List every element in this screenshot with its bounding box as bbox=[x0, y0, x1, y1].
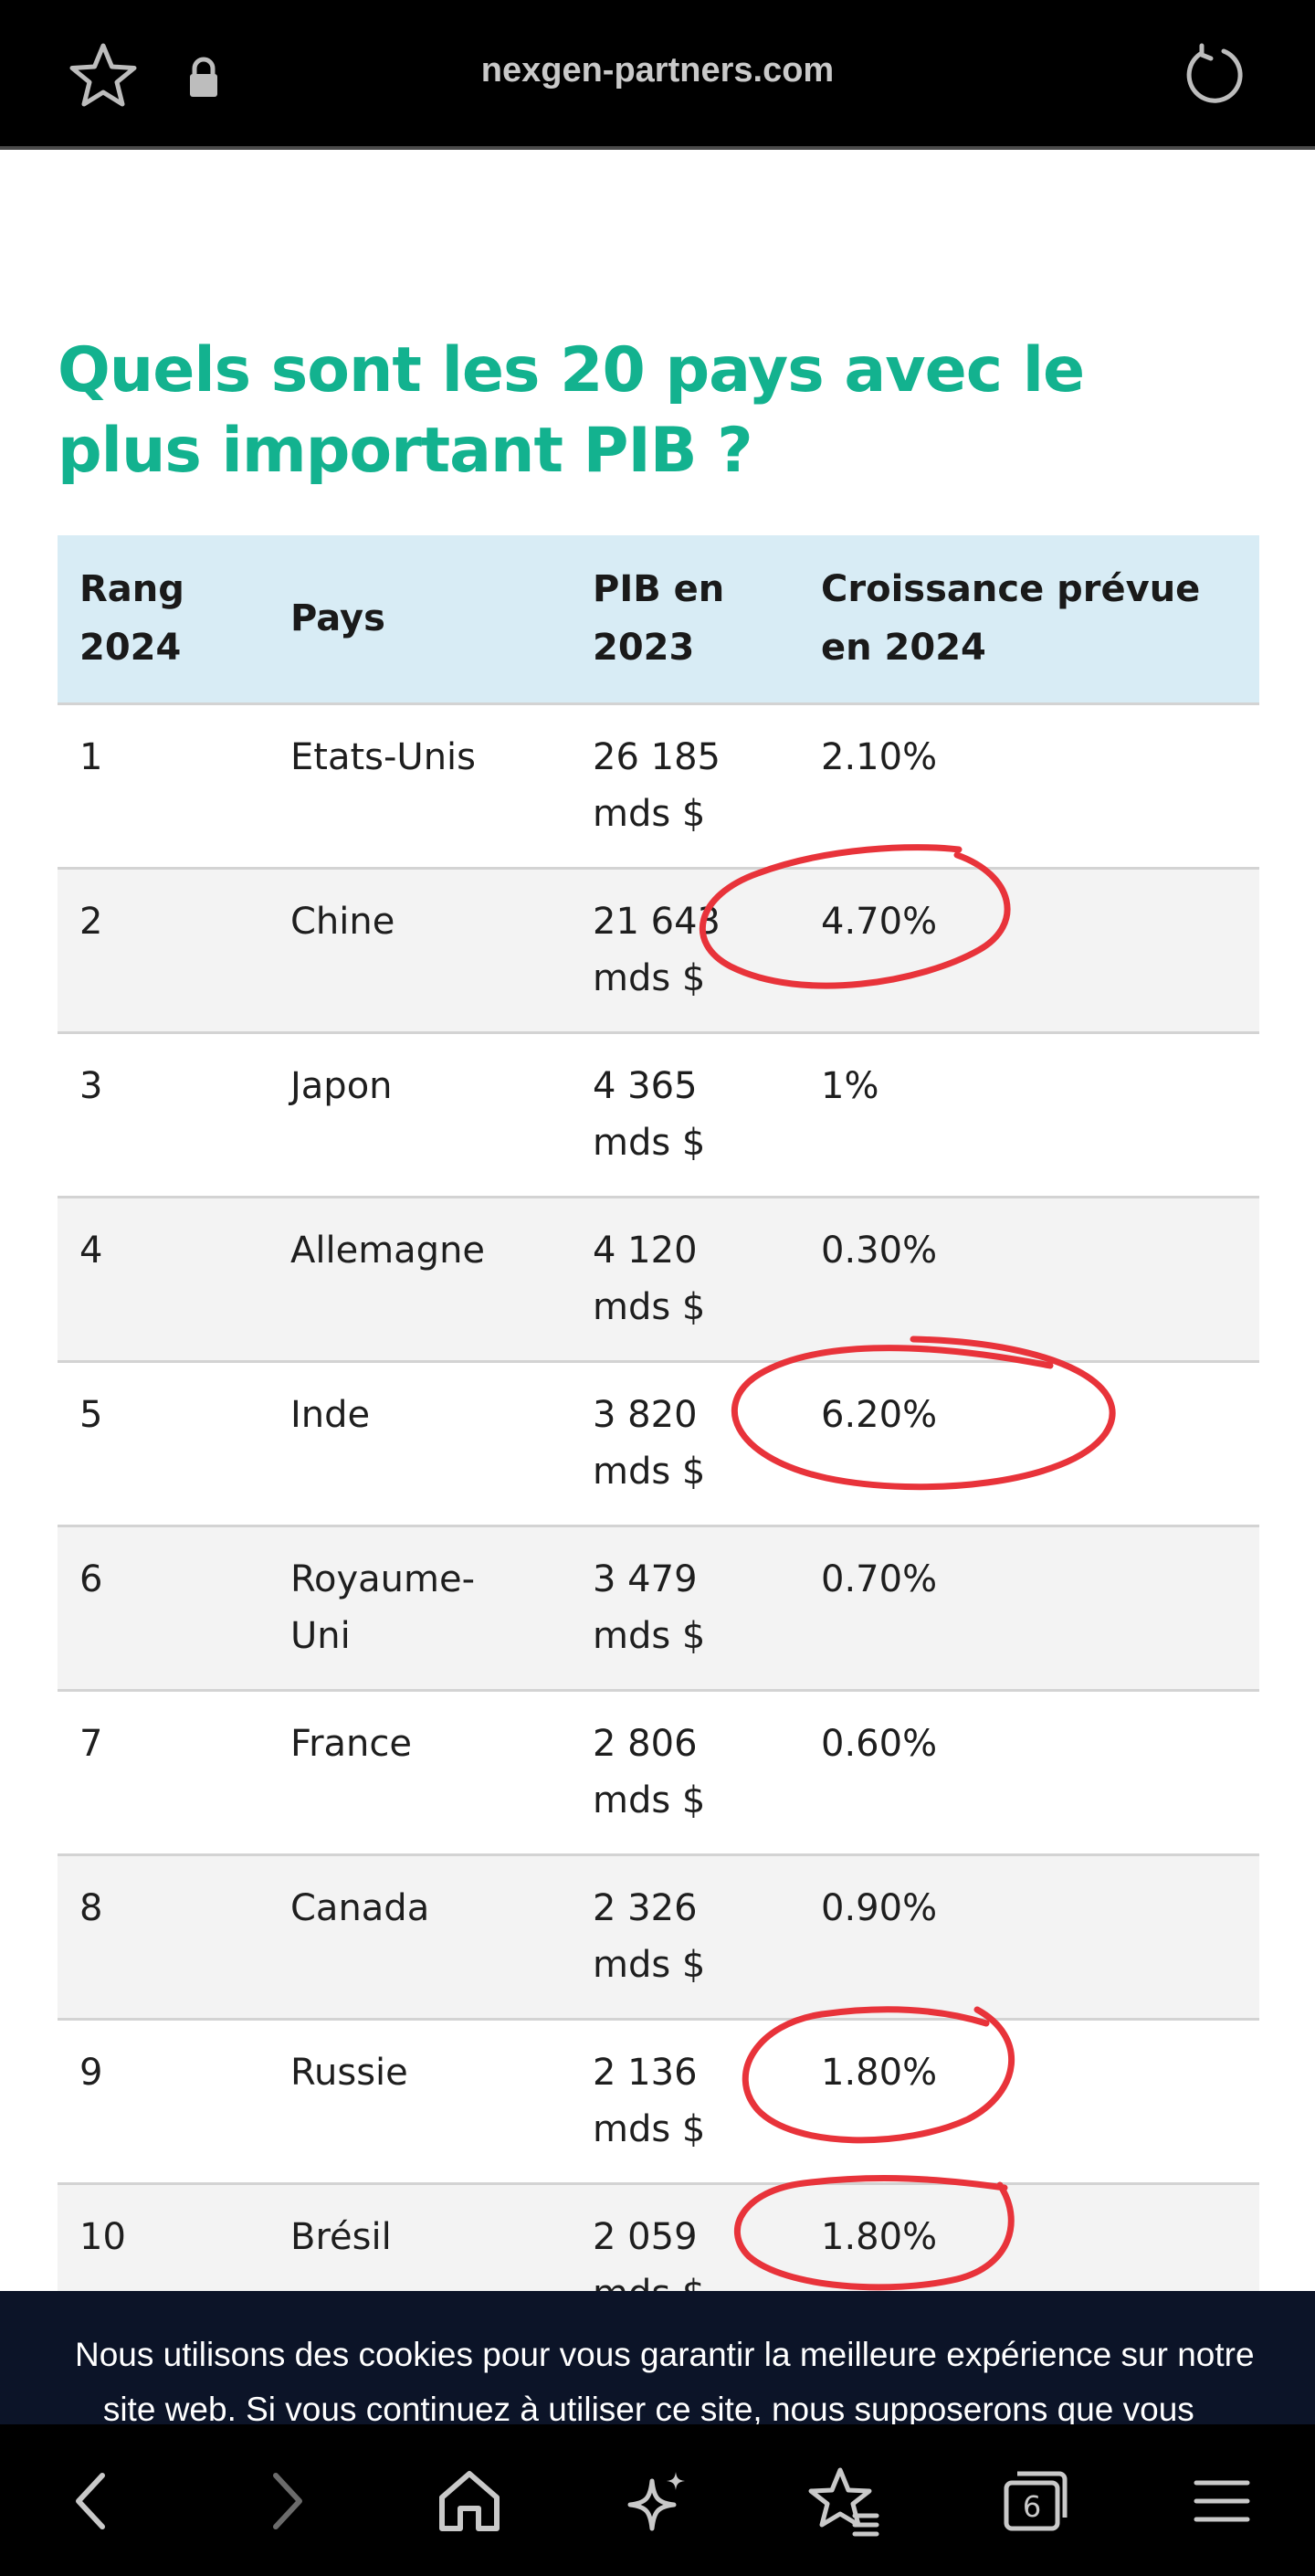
page-content: Quels sont les 20 pays avec le plus impo… bbox=[0, 150, 1315, 2291]
lock-icon bbox=[190, 57, 217, 97]
cell-growth: 0.30% bbox=[799, 1195, 1259, 1361]
back-icon[interactable] bbox=[55, 2463, 132, 2539]
cell-country: Chine bbox=[268, 866, 571, 1032]
table-row: 3 Japon 4 365 mds $1% bbox=[58, 1030, 1259, 1197]
cell-rank: 3 bbox=[58, 1030, 268, 1197]
cell-gdp: 21 643 mds $ bbox=[571, 866, 799, 1032]
table-row: 6 Royaume-Uni 3 479 mds $0.70% bbox=[58, 1524, 1259, 1690]
forward-icon[interactable] bbox=[247, 2463, 323, 2539]
cell-gdp: 3 820 mds $ bbox=[571, 1359, 799, 1526]
tabs-icon bbox=[1004, 2471, 1068, 2531]
cell-rank: 4 bbox=[58, 1195, 268, 1361]
cell-gdp: 2 059 mds $ bbox=[571, 2181, 799, 2291]
cell-country: France bbox=[268, 1688, 571, 1854]
cell-rank: 6 bbox=[58, 1524, 268, 1690]
table-row: 8 Canada 2 326 mds $0.90% bbox=[58, 1853, 1259, 2019]
cell-country: Royaume-Uni bbox=[268, 1524, 571, 1690]
cell-rank: 1 bbox=[58, 702, 268, 868]
table-row: 2 Chine 21 643 mds $4.70% bbox=[58, 866, 1259, 1032]
bookmarks-icon[interactable] bbox=[804, 2463, 880, 2539]
cell-gdp: 4 365 mds $ bbox=[571, 1030, 799, 1197]
cell-country: Japon bbox=[268, 1030, 571, 1197]
cell-growth: 2.10% bbox=[799, 702, 1259, 868]
header-country: Pays bbox=[290, 597, 385, 640]
table-header-row: Rang 2024 Pays PIB en 2023 Croissance pr… bbox=[58, 535, 1259, 703]
cell-rank: 10 bbox=[58, 2181, 268, 2291]
cell-rank: 7 bbox=[58, 1688, 268, 1854]
cell-gdp: 26 185 mds $ bbox=[571, 702, 799, 868]
tab-count: 6 bbox=[1022, 2489, 1042, 2524]
cell-country: Allemagne bbox=[268, 1195, 571, 1361]
header-rank: Rang 2024 bbox=[79, 568, 184, 670]
sparkle-icon[interactable] bbox=[619, 2463, 696, 2539]
cell-gdp: 3 479 mds $ bbox=[571, 1524, 799, 1690]
cell-country: Canada bbox=[268, 1853, 571, 2019]
star-icon[interactable] bbox=[68, 42, 139, 110]
cell-gdp: 2 806 mds $ bbox=[571, 1688, 799, 1854]
table-row: 1 Etats-Unis 26 185 mds $2.10% bbox=[58, 702, 1259, 868]
cell-growth: 0.90% bbox=[799, 1853, 1259, 2019]
cell-growth: 0.60% bbox=[799, 1688, 1259, 1854]
table-row: 5 Inde 3 820 mds $6.20% bbox=[58, 1359, 1259, 1526]
reload-icon[interactable] bbox=[1182, 42, 1247, 108]
cell-growth: 4.70% bbox=[799, 866, 1259, 1032]
cell-rank: 9 bbox=[58, 2017, 268, 2183]
cell-country: Brésil bbox=[268, 2181, 571, 2291]
browser-bottom-bar: 6 bbox=[0, 2424, 1315, 2576]
cell-growth: 1.80% bbox=[799, 2181, 1259, 2291]
page-title: Quels sont les 20 pays avec le plus impo… bbox=[58, 334, 1085, 487]
cell-gdp: 2 136 mds $ bbox=[571, 2017, 799, 2183]
cell-country: Russie bbox=[268, 2017, 571, 2183]
tabs-button[interactable]: 6 bbox=[997, 2461, 1074, 2538]
cell-country: Inde bbox=[268, 1359, 571, 1526]
cell-growth: 6.20% bbox=[799, 1359, 1259, 1526]
cell-growth: 1% bbox=[799, 1030, 1259, 1197]
cell-rank: 2 bbox=[58, 866, 268, 1032]
url-bar[interactable]: nexgen-partners.com bbox=[480, 51, 835, 90]
menu-icon[interactable] bbox=[1184, 2463, 1260, 2539]
header-gdp: PIB en 2023 bbox=[593, 568, 725, 670]
table-row: 7 France 2 806 mds $0.60% bbox=[58, 1688, 1259, 1854]
table-row: 4 Allemagne 4 120 mds $0.30% bbox=[58, 1195, 1259, 1361]
browser-top-bar: nexgen-partners.com bbox=[0, 0, 1315, 150]
cell-growth: 0.70% bbox=[799, 1524, 1259, 1690]
table-row: 9 Russie 2 136 mds $1.80% bbox=[58, 2017, 1259, 2183]
home-icon[interactable] bbox=[431, 2463, 508, 2539]
cookie-banner: Nous utilisons des cookies pour vous gar… bbox=[0, 2291, 1315, 2424]
cell-country: Etats-Unis bbox=[268, 702, 571, 868]
cell-rank: 8 bbox=[58, 1853, 268, 2019]
gdp-table: Rang 2024 Pays PIB en 2023 Croissance pr… bbox=[58, 535, 1259, 2291]
cookie-text: Nous utilisons des cookies pour vous gar… bbox=[75, 2336, 1255, 2424]
cell-rank: 5 bbox=[58, 1359, 268, 1526]
cell-growth: 1.80% bbox=[799, 2017, 1259, 2183]
header-growth: Croissance prévue en 2024 bbox=[821, 568, 1201, 670]
cell-gdp: 2 326 mds $ bbox=[571, 1853, 799, 2019]
cell-gdp: 4 120 mds $ bbox=[571, 1195, 799, 1361]
